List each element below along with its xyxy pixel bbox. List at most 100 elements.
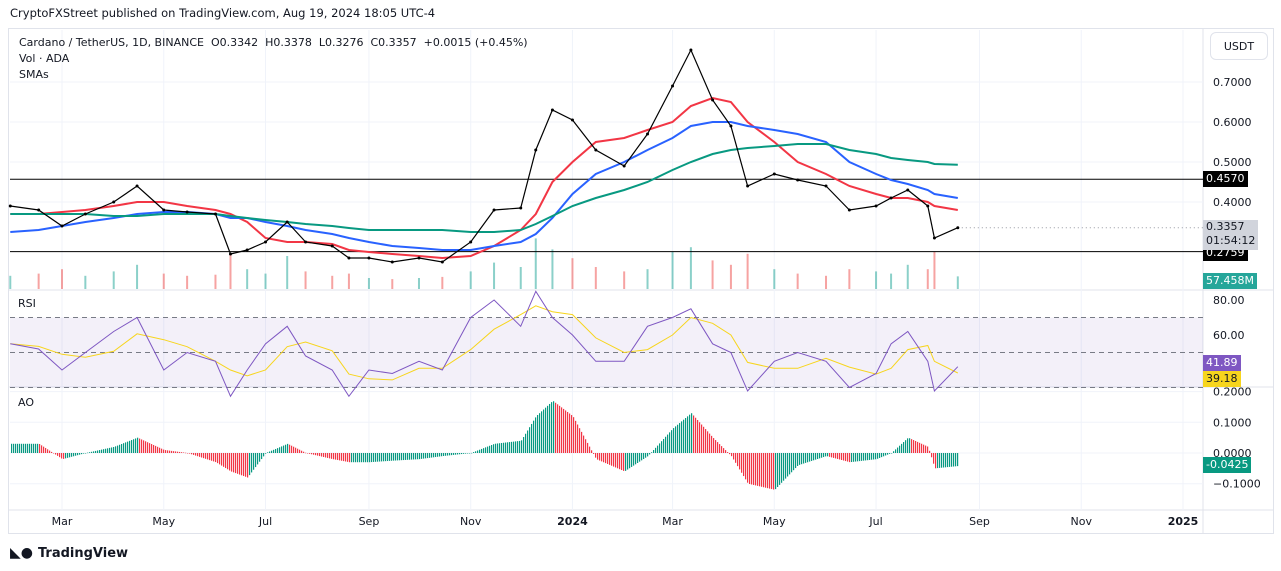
price-point: [932, 236, 936, 240]
ao-bar: [515, 441, 517, 453]
ao-bar: [87, 452, 89, 454]
ao-bar: [843, 453, 845, 461]
ao-bar: [445, 453, 447, 456]
ao-bar: [171, 450, 173, 453]
ao-tick-label: 0.0000: [1213, 447, 1252, 460]
tradingview-logo[interactable]: ◣● TradingView: [10, 545, 128, 561]
ao-bar: [901, 443, 903, 453]
volume-bar: [304, 271, 307, 289]
volume-bar: [534, 238, 537, 289]
ao-bar: [763, 453, 765, 488]
ao-bar: [385, 453, 387, 462]
ao-bar: [151, 444, 153, 453]
ao-bar: [651, 452, 653, 453]
ao-bar: [393, 453, 395, 461]
ao-bar: [275, 448, 277, 453]
ao-bar: [339, 453, 341, 461]
ao-bar: [433, 453, 435, 458]
ao-bar: [769, 453, 771, 489]
ao-bar: [355, 453, 357, 463]
ao-bar: [933, 453, 935, 464]
ao-bar: [63, 453, 65, 459]
ao-bar: [327, 453, 329, 458]
price-point: [162, 208, 166, 212]
ao-bar: [865, 453, 867, 461]
ao-bar: [831, 453, 833, 458]
ao-bar: [119, 444, 121, 453]
ao-bar: [123, 443, 125, 453]
ao-bar: [519, 440, 521, 453]
volume-indicator-label[interactable]: Vol · ADA: [19, 52, 70, 65]
ao-bar: [627, 453, 629, 470]
ao-bar: [343, 453, 345, 462]
time-tick-label: Jul: [868, 515, 882, 528]
ao-bar: [753, 453, 755, 485]
ao-bar: [699, 422, 701, 453]
ao-bar: [803, 453, 805, 464]
price-point: [390, 260, 394, 264]
volume-bar: [391, 279, 394, 289]
ao-bar: [789, 453, 791, 475]
ao-bar: [325, 453, 327, 458]
ao-bar: [817, 453, 819, 459]
ao-bar: [279, 447, 281, 453]
volume-bar: [136, 264, 139, 289]
ao-bar: [165, 450, 167, 453]
ao-bar: [823, 453, 825, 458]
ao-bar: [659, 443, 661, 453]
ao-bar: [421, 453, 423, 459]
ao-bar: [663, 438, 665, 453]
price-point: [112, 200, 116, 204]
ao-bar: [607, 453, 609, 464]
ao-bar: [773, 453, 775, 490]
volume-bar: [9, 275, 12, 289]
ao-bar: [771, 453, 773, 490]
price-point: [847, 208, 851, 212]
ao-bar: [733, 453, 735, 460]
ao-bar: [633, 453, 635, 466]
ao-bar: [13, 443, 15, 453]
ao-bar: [379, 453, 381, 462]
ao-bar: [929, 450, 931, 453]
ao-bar: [669, 432, 671, 453]
ao-bar: [573, 417, 575, 453]
ao-bar: [945, 453, 947, 468]
ao-bar: [215, 453, 217, 463]
ao-bar: [859, 453, 861, 462]
ao-bar: [427, 453, 429, 459]
price-point: [519, 206, 523, 210]
price-point: [417, 256, 421, 260]
ao-bar: [35, 443, 37, 453]
ao-bar: [281, 446, 283, 453]
time-tick-label: 2025: [1168, 515, 1199, 528]
ao-bar: [239, 453, 241, 475]
ao-bar: [43, 446, 45, 453]
ao-bar: [639, 453, 641, 462]
price-point: [889, 196, 893, 200]
ao-bar: [351, 453, 353, 463]
rsi-ma-last-label: 39.18: [1203, 371, 1241, 387]
ao-bar: [369, 453, 371, 463]
ao-bar: [285, 444, 287, 453]
ao-bar: [697, 420, 699, 453]
symbol-ohlc[interactable]: Cardano / TetherUS, 1D, BINANCE O0.3342 …: [19, 36, 528, 49]
sma-indicator-label[interactable]: SMAs: [19, 68, 49, 81]
ao-bar: [251, 453, 253, 473]
ao-bar: [309, 453, 311, 454]
ao-bar: [53, 453, 55, 454]
ao-bar: [895, 449, 897, 453]
ao-bar: [143, 440, 145, 453]
volume-bar: [729, 264, 732, 289]
ao-bar: [547, 405, 549, 453]
ao-bar: [947, 453, 949, 468]
ao-bar: [59, 453, 61, 458]
ao-bar: [723, 448, 725, 453]
ao-bar: [649, 453, 651, 455]
currency-button[interactable]: USDT: [1210, 32, 1268, 60]
price-point: [185, 210, 189, 214]
ao-bar: [935, 453, 937, 469]
ao-bar: [115, 446, 117, 453]
ao-bar: [793, 453, 795, 471]
ao-bar: [557, 404, 559, 453]
